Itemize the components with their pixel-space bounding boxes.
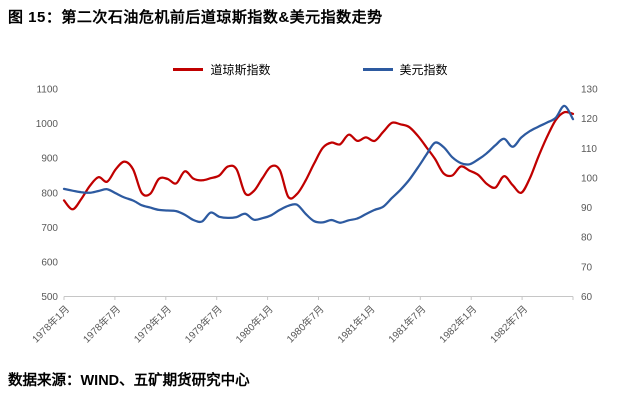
x-tick-label: 1982年1月	[436, 302, 479, 345]
data-source: 数据来源：WIND、五矿期货研究中心	[8, 373, 250, 389]
legend-item-dow-jones: 道琼斯指数	[173, 61, 271, 78]
y-left-tick-label: 800	[41, 188, 58, 199]
x-tick-label: 1979年7月	[182, 302, 225, 345]
x-tick-label: 1978年1月	[29, 302, 72, 345]
dow-jones-line	[62, 110, 575, 211]
legend-line-swatch-usd	[362, 68, 393, 71]
y-left-tick-label: 1000	[36, 119, 59, 130]
figure-title: 图 15：第二次石油危机前后道琼斯指数&美元指数走势	[8, 9, 383, 26]
y-right-tick-label: 110	[581, 144, 597, 155]
legend-line-swatch-dow	[173, 68, 204, 71]
x-tick-label: 1979年1月	[131, 302, 174, 345]
y-right-tick-label: 120	[581, 114, 598, 125]
y-right-tick-label: 90	[581, 203, 593, 214]
legend-label-usd: 美元指数	[399, 63, 448, 77]
x-tick-label: 1980年7月	[284, 302, 327, 345]
x-tick-label: 1978年7月	[80, 302, 123, 345]
y-left-tick-label: 500	[41, 292, 58, 303]
x-tick-label: 1980年1月	[233, 302, 276, 345]
x-tick-label: 1981年7月	[385, 302, 428, 345]
y-right-tick-label: 70	[581, 262, 593, 273]
y-right-tick-label: 60	[581, 292, 593, 303]
y-left-tick-label: 700	[41, 223, 58, 234]
y-left-tick-label: 1100	[36, 85, 58, 96]
x-tick-label: 1981年1月	[335, 302, 378, 345]
y-right-tick-label: 80	[581, 233, 593, 244]
legend-label-dow: 道琼斯指数	[210, 63, 271, 77]
usd-index-line	[62, 104, 575, 224]
y-right-tick-label: 100	[581, 173, 598, 184]
y-left-tick-label: 900	[41, 154, 58, 165]
chart-legend: 道琼斯指数 美元指数	[0, 61, 621, 78]
y-left-tick-label: 600	[41, 257, 58, 268]
legend-item-usd-index: 美元指数	[362, 61, 448, 78]
x-tick-label: 1982年7月	[487, 302, 530, 345]
y-right-tick-label: 130	[581, 85, 598, 96]
